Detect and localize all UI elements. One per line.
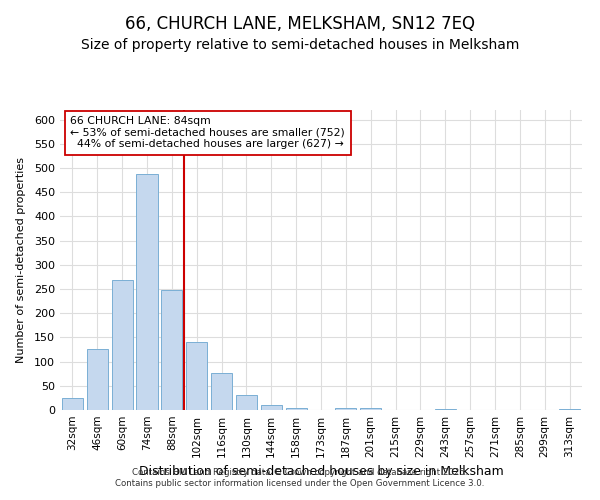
Bar [435,408,456,410]
Bar [161,290,182,410]
Bar [211,372,232,410]
Bar [62,398,83,410]
X-axis label: Distribution of semi-detached houses by size in Melksham: Distribution of semi-detached houses by … [139,466,503,478]
Bar [335,408,356,410]
Bar [87,348,108,410]
Bar [236,396,257,410]
Text: 66 CHURCH LANE: 84sqm
← 53% of semi-detached houses are smaller (752)
  44% of s: 66 CHURCH LANE: 84sqm ← 53% of semi-deta… [70,116,345,149]
Bar [136,174,158,410]
Bar [559,408,580,410]
Text: 66, CHURCH LANE, MELKSHAM, SN12 7EQ: 66, CHURCH LANE, MELKSHAM, SN12 7EQ [125,15,475,33]
Y-axis label: Number of semi-detached properties: Number of semi-detached properties [16,157,26,363]
Bar [360,408,381,410]
Text: Contains HM Land Registry data © Crown copyright and database right 2025.
Contai: Contains HM Land Registry data © Crown c… [115,468,485,487]
Bar [286,408,307,410]
Text: Size of property relative to semi-detached houses in Melksham: Size of property relative to semi-detach… [81,38,519,52]
Bar [186,342,207,410]
Bar [261,405,282,410]
Bar [112,280,133,410]
